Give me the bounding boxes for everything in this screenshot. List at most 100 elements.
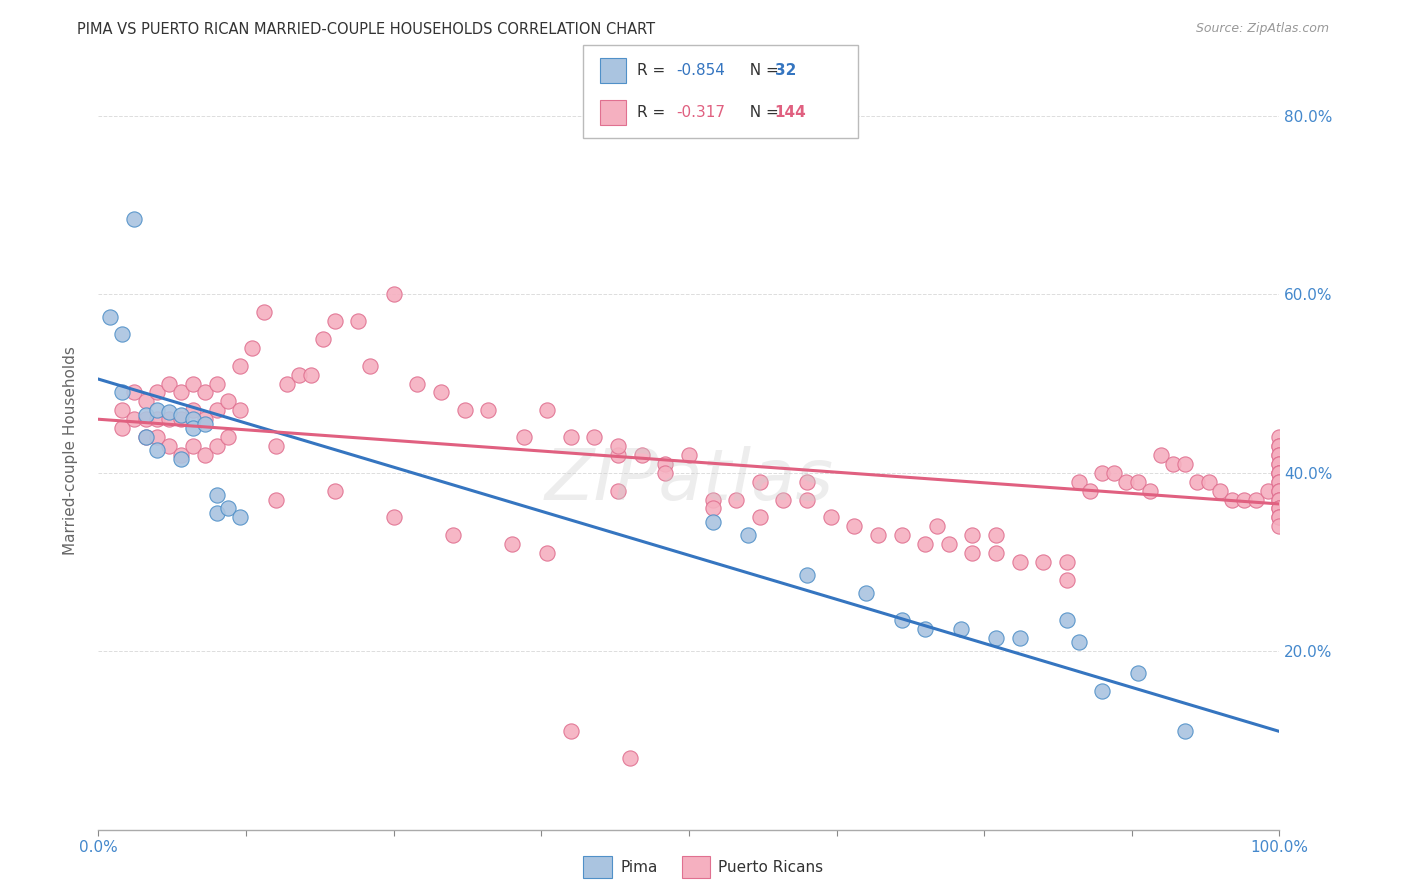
Point	[1174, 457, 1197, 471]
Point	[146, 403, 169, 417]
Text: Puerto Ricans: Puerto Ricans	[718, 860, 824, 874]
Point	[914, 537, 936, 551]
Point	[512, 430, 534, 444]
Point	[501, 537, 523, 551]
Point	[1174, 724, 1197, 739]
Point	[1268, 457, 1291, 471]
Point	[382, 287, 405, 301]
Point	[536, 546, 558, 560]
Point	[619, 751, 641, 765]
Point	[240, 341, 263, 355]
Point	[1056, 573, 1078, 587]
Point	[844, 519, 866, 533]
Point	[229, 403, 252, 417]
Point	[1268, 466, 1291, 480]
Point	[122, 385, 145, 400]
Point	[1209, 483, 1232, 498]
Point	[1115, 475, 1137, 489]
Point	[170, 412, 193, 426]
Point	[1056, 555, 1078, 569]
Text: R =: R =	[637, 104, 671, 120]
Point	[1150, 448, 1173, 462]
Point	[205, 488, 228, 502]
Point	[1268, 510, 1291, 524]
Text: N =: N =	[740, 63, 787, 78]
Point	[984, 546, 1007, 560]
Point	[111, 403, 134, 417]
Point	[1198, 475, 1220, 489]
Point	[1233, 492, 1256, 507]
Point	[98, 310, 121, 324]
Point	[406, 376, 429, 391]
Point	[205, 439, 228, 453]
Point	[181, 376, 204, 391]
Point	[157, 405, 180, 419]
Point	[583, 430, 606, 444]
Point	[1268, 466, 1291, 480]
Point	[146, 443, 169, 458]
Point	[702, 501, 724, 516]
Point	[299, 368, 322, 382]
Point	[122, 412, 145, 426]
Point	[205, 376, 228, 391]
Point	[135, 408, 157, 422]
Text: N =: N =	[740, 104, 783, 120]
Point	[359, 359, 381, 373]
Point	[194, 417, 217, 431]
Point	[194, 385, 217, 400]
Text: PIMA VS PUERTO RICAN MARRIED-COUPLE HOUSEHOLDS CORRELATION CHART: PIMA VS PUERTO RICAN MARRIED-COUPLE HOUS…	[77, 22, 655, 37]
Point	[1091, 684, 1114, 698]
Point	[205, 506, 228, 520]
Text: -0.317: -0.317	[676, 104, 725, 120]
Point	[962, 528, 984, 542]
Point	[288, 368, 311, 382]
Point	[984, 528, 1007, 542]
Point	[1268, 519, 1291, 533]
Point	[157, 376, 180, 391]
Point	[925, 519, 948, 533]
Point	[1067, 635, 1090, 649]
Text: ZIPatlas: ZIPatlas	[544, 446, 834, 516]
Point	[1220, 492, 1243, 507]
Point	[607, 483, 630, 498]
Point	[217, 430, 239, 444]
Text: R =: R =	[637, 63, 671, 78]
Point	[748, 475, 770, 489]
Point	[170, 448, 193, 462]
Point	[949, 622, 972, 636]
Point	[1126, 666, 1149, 681]
Text: 144: 144	[775, 104, 807, 120]
Point	[984, 631, 1007, 645]
Point	[1067, 475, 1090, 489]
Point	[170, 452, 193, 467]
Point	[654, 457, 676, 471]
Point	[1185, 475, 1208, 489]
Point	[1091, 466, 1114, 480]
Point	[146, 430, 169, 444]
Point	[560, 430, 582, 444]
Point	[748, 510, 770, 524]
Text: Source: ZipAtlas.com: Source: ZipAtlas.com	[1195, 22, 1329, 36]
Point	[796, 492, 818, 507]
Point	[1257, 483, 1279, 498]
Point	[312, 332, 335, 346]
Point	[157, 439, 180, 453]
Point	[1268, 448, 1291, 462]
Point	[1008, 631, 1031, 645]
Point	[1268, 475, 1291, 489]
Text: -0.854: -0.854	[676, 63, 725, 78]
Point	[560, 724, 582, 739]
Point	[170, 408, 193, 422]
Point	[441, 528, 464, 542]
Point	[796, 568, 818, 582]
Point	[890, 528, 912, 542]
Point	[1268, 483, 1291, 498]
Point	[1268, 483, 1291, 498]
Point	[737, 528, 759, 542]
Text: 32: 32	[775, 63, 796, 78]
Point	[276, 376, 298, 391]
Point	[1268, 492, 1291, 507]
Point	[323, 483, 346, 498]
Point	[866, 528, 889, 542]
Point	[477, 403, 499, 417]
